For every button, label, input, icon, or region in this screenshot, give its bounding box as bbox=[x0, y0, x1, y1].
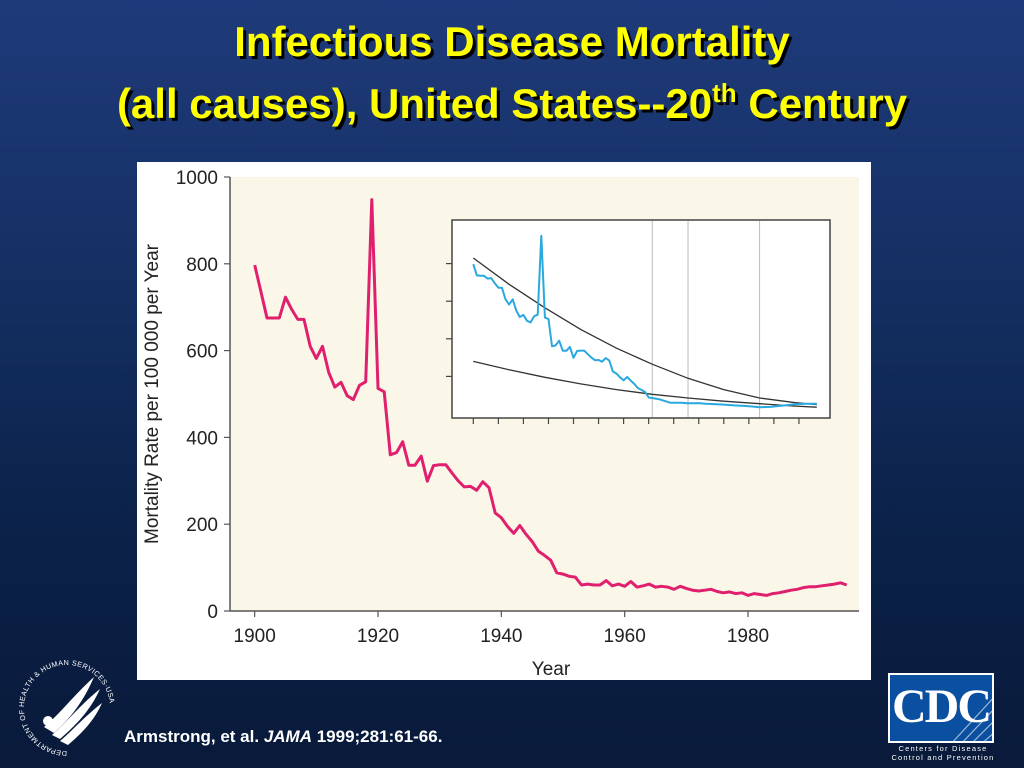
y-axis-label: Mortality Rate per 100 000 per Year bbox=[142, 243, 163, 544]
cdc-letters: CDC bbox=[892, 680, 992, 733]
hhs-seal-logo: DEPARTMENT OF HEALTH & HUMAN SERVICES·US… bbox=[17, 658, 116, 758]
slide-title-line1: Infectious Disease Mortality bbox=[234, 18, 790, 65]
x-tick-label: 1900 bbox=[234, 626, 276, 647]
x-tick-label: 1960 bbox=[604, 626, 646, 647]
x-axis-label: Year bbox=[532, 659, 571, 680]
y-tick-label: 400 bbox=[186, 428, 218, 449]
axis-ticks: 0 200 400 600 800 1000 1900 1920 1940 1960 1980 bbox=[176, 168, 769, 647]
inset-series-line bbox=[472, 234, 817, 409]
y-tick-label: 1000 bbox=[176, 168, 218, 189]
y-tick-label: 0 bbox=[207, 602, 218, 623]
y-tick-label: 200 bbox=[186, 515, 218, 536]
y-tick-label: 600 bbox=[186, 342, 218, 363]
x-tick-label: 1940 bbox=[480, 626, 522, 647]
series-line-mortality bbox=[253, 198, 848, 597]
inset-ticks bbox=[446, 262, 800, 424]
mortality-chart: 0 200 400 600 800 1000 1900 1920 1940 1960 1980 Mo… bbox=[142, 168, 859, 680]
axes bbox=[229, 177, 859, 612]
inset-frame bbox=[451, 219, 831, 419]
x-tick-label: 1980 bbox=[727, 626, 769, 647]
inset-chart bbox=[446, 219, 831, 424]
inset-trend-line-lower bbox=[473, 360, 817, 408]
cdc-caption: Centers for Disease Control and Preventi… bbox=[891, 744, 995, 762]
y-tick-label: 800 bbox=[186, 255, 218, 276]
inset-gridlines bbox=[651, 221, 761, 417]
slide-title-line2: (all causes), United States--20th Centur… bbox=[116, 78, 908, 127]
chart-panel: 0 200 400 600 800 1000 1900 1920 1940 1960 1980 Mo… bbox=[137, 162, 871, 680]
cdc-logo: CDC Centers for Disease Control and Prev… bbox=[888, 673, 998, 762]
citation: Armstrong, et al. JAMA 1999;281:61-66. bbox=[124, 727, 443, 746]
x-tick-label: 1920 bbox=[357, 626, 399, 647]
cdc-logo-stripes bbox=[952, 698, 992, 741]
inset-trend-line-upper bbox=[472, 257, 817, 406]
